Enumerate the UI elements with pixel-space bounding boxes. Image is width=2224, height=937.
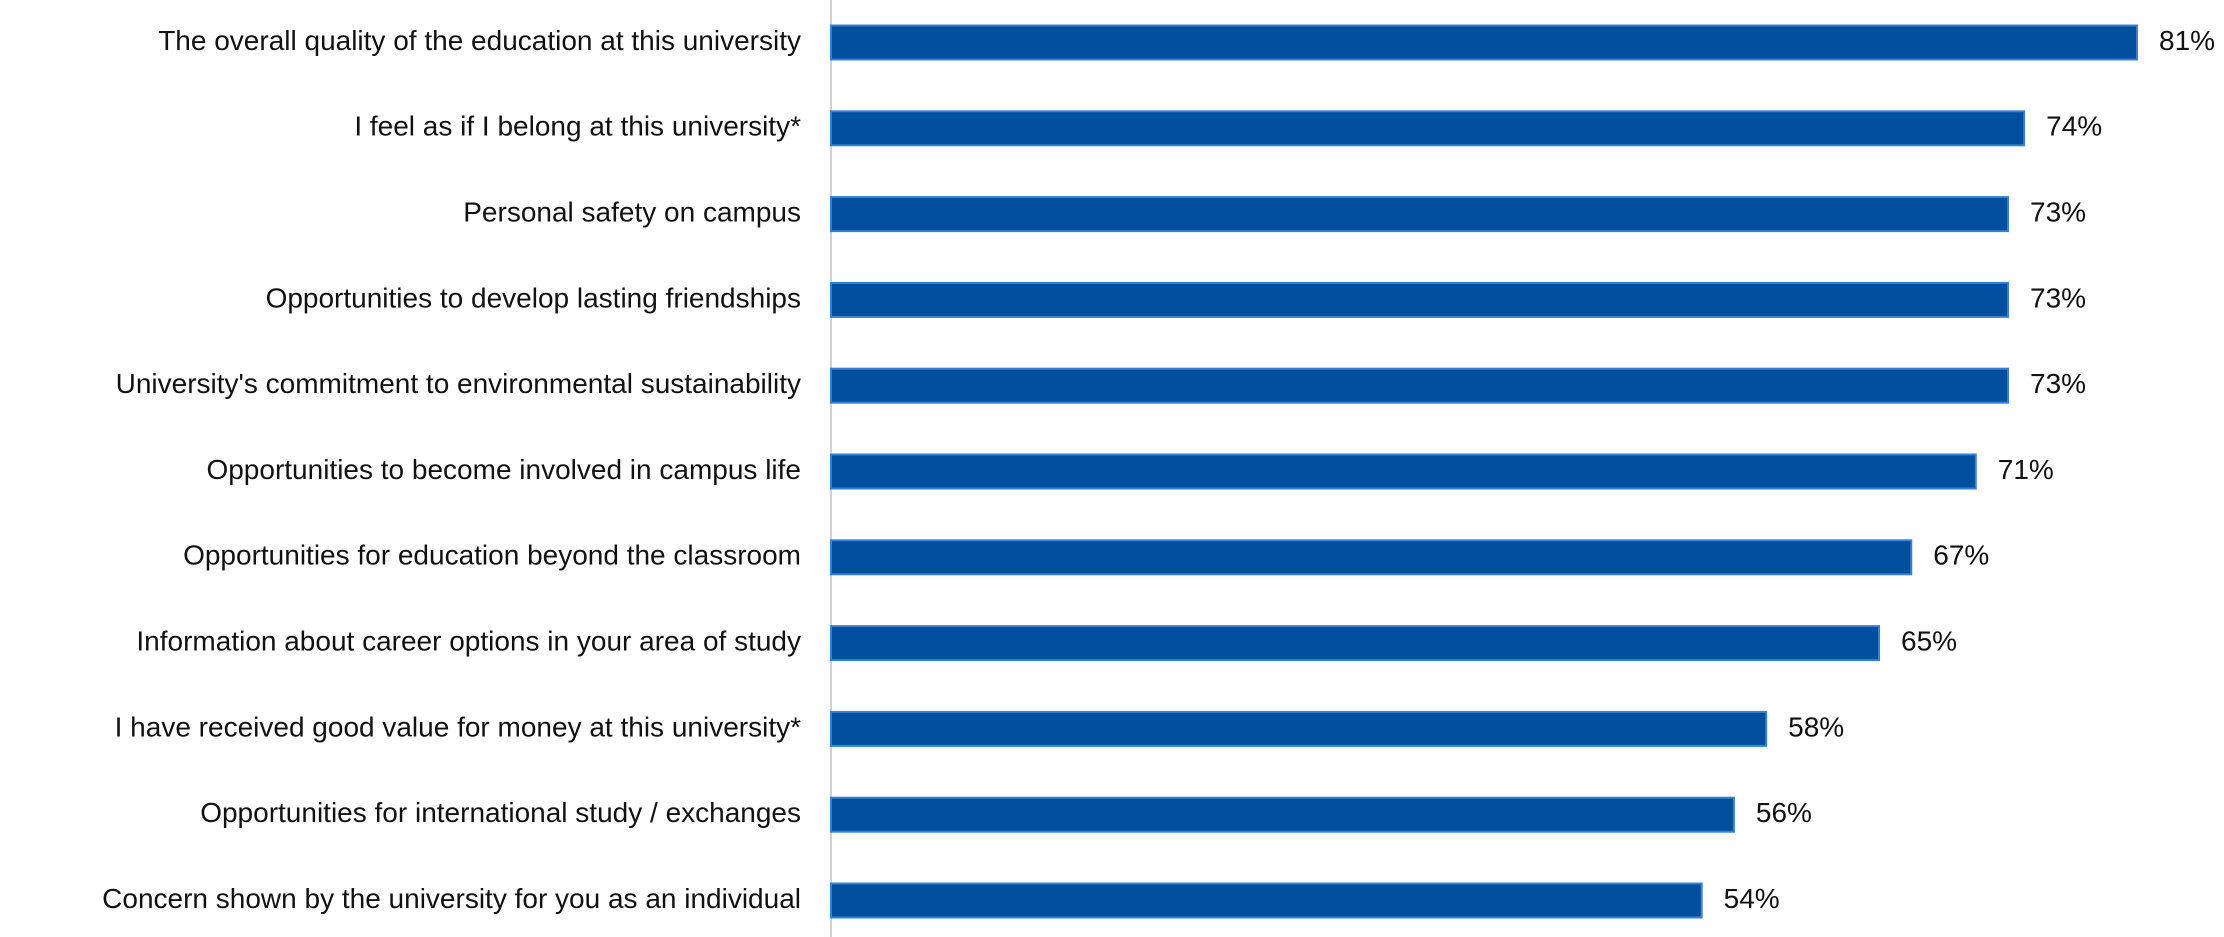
bar [830, 281, 2010, 318]
category-label: Concern shown by the university for you … [102, 883, 801, 914]
category-label: Opportunities for education beyond the c… [183, 540, 801, 571]
category-label: Personal safety on campus [463, 196, 801, 227]
category-label: The overall quality of the education at … [158, 25, 801, 56]
bar [830, 625, 1881, 662]
value-label: 73% [2030, 282, 2086, 313]
value-label: 65% [1901, 625, 1957, 656]
category-label: Information about career options in your… [136, 625, 801, 656]
category-label: University's commitment to environmental… [116, 368, 801, 399]
category-label: Opportunities to develop lasting friends… [266, 282, 801, 313]
value-label: 56% [1756, 797, 1812, 828]
value-label: 73% [2030, 196, 2086, 227]
value-label: 81% [2159, 25, 2215, 56]
bar [830, 882, 1703, 919]
value-label: 67% [1933, 540, 1989, 571]
value-label: 71% [1998, 454, 2054, 485]
category-label: I feel as if I belong at this university… [354, 111, 801, 142]
category-label: Opportunities for international study / … [200, 797, 801, 828]
bar [830, 196, 2010, 233]
bar [830, 110, 2026, 147]
bar [830, 24, 2138, 61]
value-label: 74% [2046, 111, 2102, 142]
value-label: 73% [2030, 368, 2086, 399]
category-label: I have received good value for money at … [115, 711, 801, 742]
bar [830, 539, 1913, 576]
value-label: 54% [1724, 883, 1780, 914]
bar [830, 367, 2010, 404]
category-label: Opportunities to become involved in camp… [206, 454, 801, 485]
value-label: 58% [1788, 711, 1844, 742]
bar [830, 453, 1977, 490]
bar [830, 710, 1768, 747]
bar [830, 796, 1735, 833]
